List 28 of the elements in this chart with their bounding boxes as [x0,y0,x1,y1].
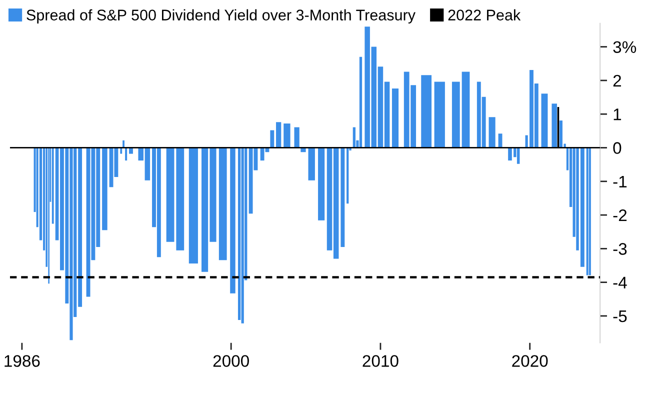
bar [102,148,108,230]
bar [559,120,562,148]
bar [241,148,244,324]
y-tick-label: -4 [613,276,627,288]
y-tick-label: -2 [613,209,627,222]
y-tick-label: 0 [613,142,622,154]
x-tick-label: 2000 [213,355,249,367]
bar [580,148,584,267]
y-tick-label: -1 [613,176,627,188]
legend-label: 2022 Peak [448,9,521,20]
y-tick-label: 1 [614,108,622,120]
bar [238,148,241,320]
bar [359,56,362,148]
bar [276,122,282,148]
bar [340,148,345,247]
y-tick-label: 3% [613,41,636,54]
x-tick-label: 2020 [512,355,548,367]
bar [352,127,356,148]
x-tick-label: 1986 [4,355,40,367]
bar [230,148,236,294]
bar [270,130,274,148]
y-tick-label: -3 [613,243,627,255]
x-tick-label: 2010 [362,355,398,367]
y-tick-label: 2 [613,74,621,86]
y-tick-label: -5 [613,310,627,322]
legend-label: Spread of S&P 500 Dividend Yield over 3-Month Treasury [26,9,416,24]
bar [294,127,300,148]
bar [552,104,557,148]
